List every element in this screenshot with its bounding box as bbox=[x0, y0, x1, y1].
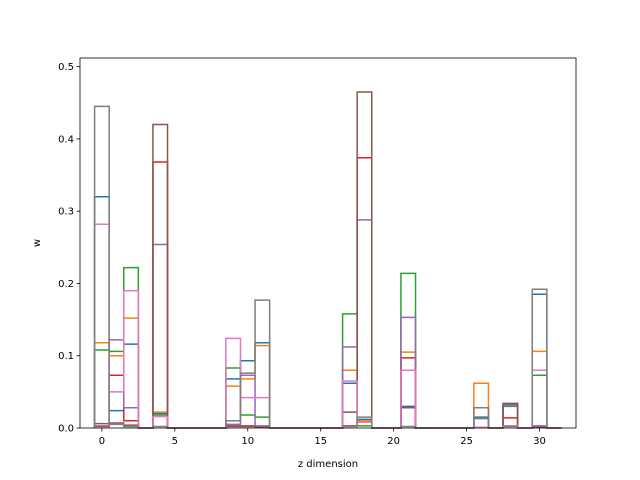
y-axis-ticks: 0.0 0.1 0.2 0.3 0.4 0.5 bbox=[58, 62, 80, 435]
plot-area bbox=[80, 58, 576, 428]
x-axis-label: z dimension bbox=[298, 459, 358, 470]
plot-frame bbox=[79, 57, 577, 429]
y-tick-label: 0.5 bbox=[58, 62, 74, 73]
y-tick-label: 0.4 bbox=[58, 134, 74, 145]
x-tick-label: 0 bbox=[99, 436, 105, 447]
y-tick-label: 0.3 bbox=[58, 207, 74, 218]
x-tick-label: 10 bbox=[241, 436, 254, 447]
y-tick-label: 0.1 bbox=[58, 351, 74, 362]
x-tick-label: 5 bbox=[172, 436, 178, 447]
x-tick-label: 20 bbox=[387, 436, 400, 447]
y-tick-label: 0.2 bbox=[58, 279, 74, 290]
x-tick-label: 30 bbox=[533, 436, 546, 447]
x-tick-label: 25 bbox=[460, 436, 473, 447]
x-axis-ticks: 0 5 10 15 20 25 30 bbox=[99, 428, 546, 447]
x-tick-label: 15 bbox=[314, 436, 327, 447]
y-axis-label: w bbox=[32, 239, 43, 247]
y-tick-label: 0.0 bbox=[58, 424, 74, 435]
